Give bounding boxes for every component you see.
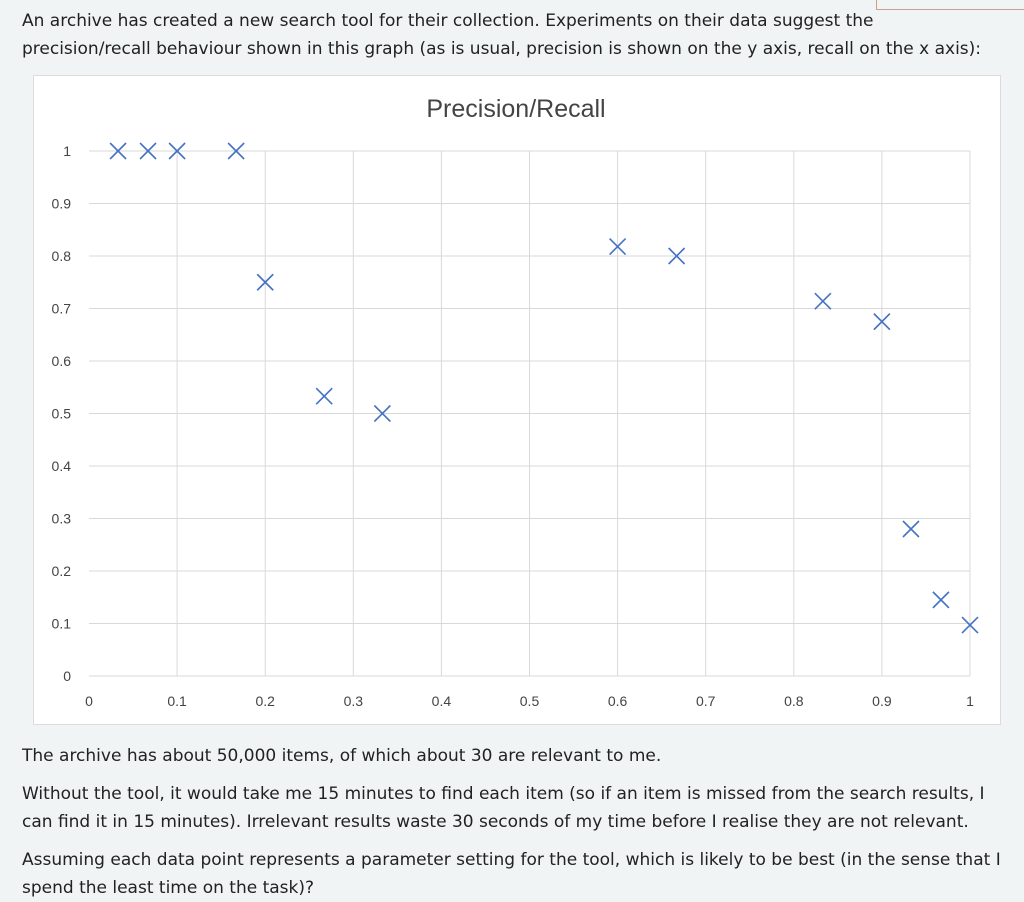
x-tick-label: 0.1 xyxy=(167,693,187,709)
answer-box-edge xyxy=(876,0,1024,10)
question-intro: An archive has created a new search tool… xyxy=(22,11,982,59)
chart-panel: Precision/Recall 0 0.1 0.2 0.3 0.4 0.5 0.6 0.7 0… xyxy=(33,75,1001,725)
y-tick-label: 0.3 xyxy=(52,511,72,527)
y-tick-label: 0.6 xyxy=(52,353,72,369)
data-point xyxy=(609,237,627,256)
x-tick-label: 0.7 xyxy=(696,693,716,709)
data-point xyxy=(168,142,186,160)
x-tick-label: 0.4 xyxy=(432,693,452,709)
data-points xyxy=(109,142,979,634)
data-point xyxy=(315,387,333,405)
data-point xyxy=(902,520,920,538)
x-tick-label: 0.9 xyxy=(872,693,892,709)
x-tick-label: 0.2 xyxy=(255,693,275,709)
y-tick-label: 0.2 xyxy=(52,563,72,579)
question-paragraph-time-costs: Without the tool, it would take me 15 mi… xyxy=(22,784,985,832)
grid xyxy=(89,150,971,677)
y-tick-label: 0.8 xyxy=(52,248,72,264)
y-tick-label: 0.9 xyxy=(52,196,72,212)
chart-title: Precision/Recall xyxy=(426,95,605,123)
data-point xyxy=(227,142,245,160)
y-tick-label: 0.1 xyxy=(52,616,72,632)
data-point xyxy=(961,616,979,634)
question-paragraph-ask: Assuming each data point represents a pa… xyxy=(22,850,1001,898)
precision-recall-chart: Precision/Recall 00.10.20.30.40.50.60.70… xyxy=(52,95,979,709)
data-point xyxy=(373,404,391,423)
data-point xyxy=(668,247,686,265)
x-tick-label: 0.8 xyxy=(784,693,804,709)
x-tick-label: 1 xyxy=(966,693,974,709)
data-point xyxy=(256,273,274,291)
x-tick-label: 0.5 xyxy=(520,693,540,709)
x-tick-label: 0.6 xyxy=(608,693,628,709)
y-tick-label: 0.5 xyxy=(52,406,72,422)
data-point xyxy=(814,292,832,310)
y-tick-label: 0 xyxy=(63,668,71,684)
x-axis: 0 0.1 0.2 0.3 0.4 0.5 0.6 0.7 0.8 0.9 1 xyxy=(85,693,974,709)
data-point xyxy=(873,313,891,331)
y-axis: 0 0.1 0.2 0.3 0.4 0.5 0.6 0.7 0.8 0.9 1 xyxy=(52,143,72,684)
data-point xyxy=(139,142,157,160)
y-tick-label: 1 xyxy=(63,143,71,159)
x-tick-label: 0.3 xyxy=(344,693,364,709)
x-tick-label: 0 xyxy=(85,693,93,709)
question-paragraph-collection: The archive has about 50,000 items, of w… xyxy=(22,746,662,766)
data-point xyxy=(932,591,950,609)
data-point xyxy=(109,142,127,160)
y-tick-label: 0.7 xyxy=(52,301,72,317)
y-tick-label: 0.4 xyxy=(52,458,72,474)
